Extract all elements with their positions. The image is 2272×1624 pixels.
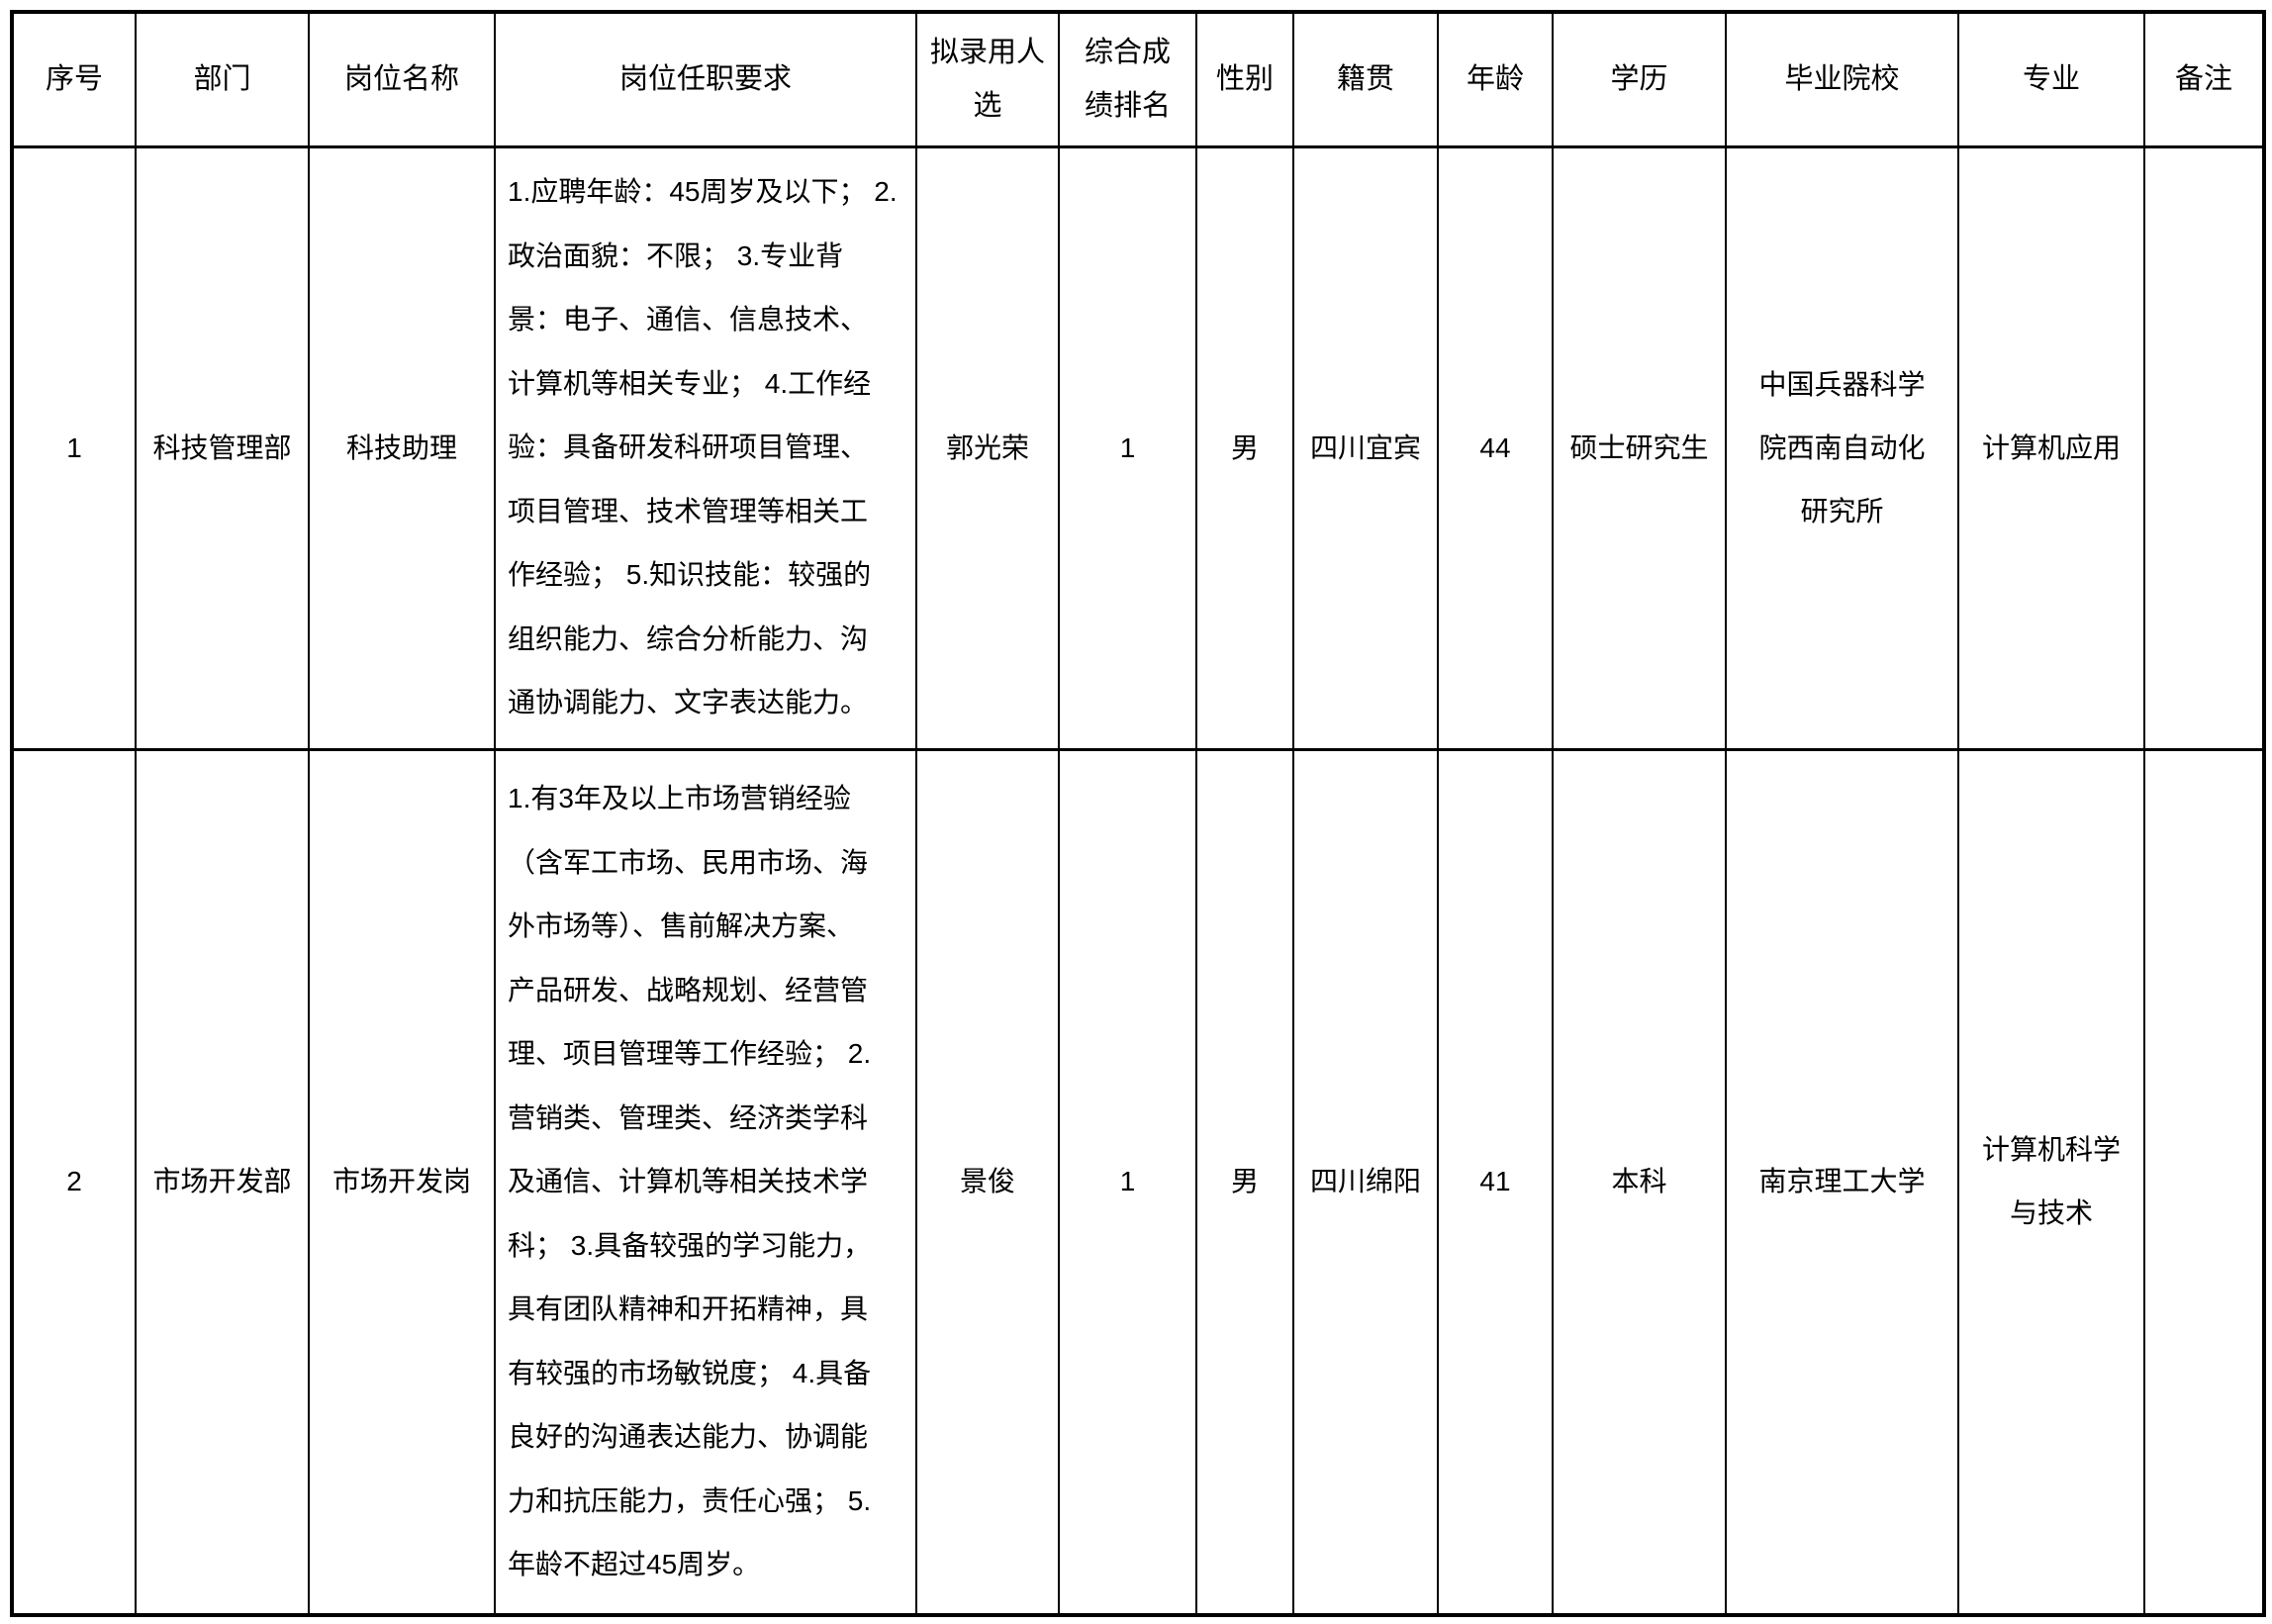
row1-index: 1 <box>11 146 137 751</box>
header-remarks: 备注 <box>2143 12 2265 148</box>
header-position: 岗位名称 <box>308 12 496 148</box>
row2-remarks <box>2143 749 2265 1615</box>
row2-candidate: 景俊 <box>915 749 1060 1615</box>
row2-department: 市场开发部 <box>135 749 310 1615</box>
header-major: 专业 <box>1957 12 2145 148</box>
row1-age: 44 <box>1437 146 1554 751</box>
header-age: 年龄 <box>1437 12 1554 148</box>
row2-requirements: 1.有3年及以上市场营销经验 （含军工市场、民用市场、海 外市场等）、售前解决方… <box>494 749 917 1615</box>
row2-position: 市场开发岗 <box>308 749 496 1615</box>
header-education: 学历 <box>1552 12 1727 148</box>
row2-hometown: 四川绵阳 <box>1292 749 1439 1615</box>
row2-major: 计算机科学 与技术 <box>1957 749 2145 1615</box>
header-school: 毕业院校 <box>1725 12 1959 148</box>
table-row: 2 市场开发部 市场开发岗 1.有3年及以上市场营销经验 （含军工市场、民用市场… <box>11 749 2265 1615</box>
header-requirements: 岗位任职要求 <box>494 12 917 148</box>
row1-major: 计算机应用 <box>1957 146 2145 751</box>
row1-requirements: 1.应聘年龄：45周岁及以下； 2. 政治面貌：不限； 3.专业背 景：电子、通… <box>494 146 917 751</box>
row1-candidate: 郭光荣 <box>915 146 1060 751</box>
row2-age: 41 <box>1437 749 1554 1615</box>
header-rank: 综合成 绩排名 <box>1058 12 1197 148</box>
row1-hometown: 四川宜宾 <box>1292 146 1439 751</box>
row1-position: 科技助理 <box>308 146 496 751</box>
header-gender: 性别 <box>1195 12 1294 148</box>
row1-education: 硕士研究生 <box>1552 146 1727 751</box>
header-department: 部门 <box>135 12 310 148</box>
row2-gender: 男 <box>1195 749 1294 1615</box>
row2-rank: 1 <box>1058 749 1197 1615</box>
table-row: 1 科技管理部 科技助理 1.应聘年龄：45周岁及以下； 2. 政治面貌：不限；… <box>11 146 2265 751</box>
header-candidate: 拟录用人 选 <box>915 12 1060 148</box>
table-header-row: 序号 部门 岗位名称 岗位任职要求 拟录用人 选 综合成 绩排名 性别 籍贯 年… <box>11 12 2265 148</box>
row2-education: 本科 <box>1552 749 1727 1615</box>
row2-index: 2 <box>11 749 137 1615</box>
row1-rank: 1 <box>1058 146 1197 751</box>
row2-school: 南京理工大学 <box>1725 749 1959 1615</box>
row1-remarks <box>2143 146 2265 751</box>
row1-gender: 男 <box>1195 146 1294 751</box>
header-index: 序号 <box>11 12 137 148</box>
recruitment-table: 序号 部门 岗位名称 岗位任职要求 拟录用人 选 综合成 绩排名 性别 籍贯 年… <box>10 10 2266 1617</box>
header-hometown: 籍贯 <box>1292 12 1439 148</box>
row1-department: 科技管理部 <box>135 146 310 751</box>
row1-school: 中国兵器科学 院西南自动化 研究所 <box>1725 146 1959 751</box>
